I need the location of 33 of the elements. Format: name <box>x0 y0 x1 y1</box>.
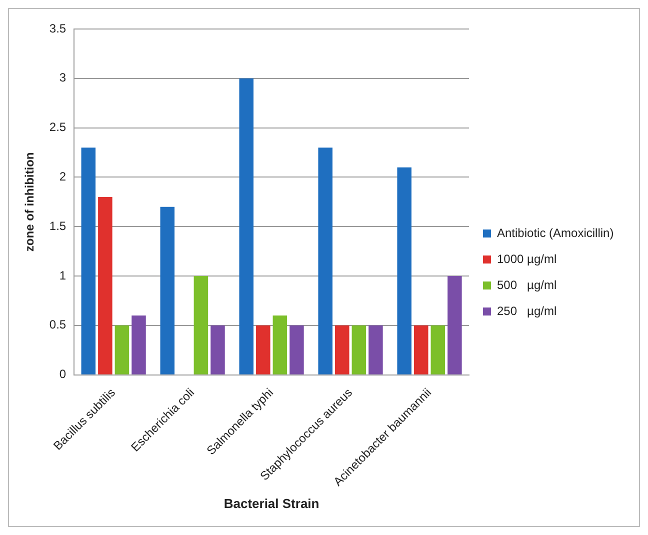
bar <box>335 325 350 374</box>
legend-label: 1000 µg/ml <box>497 252 557 266</box>
y-tick-label: 3 <box>59 70 66 85</box>
x-axis-title: Bacterial Strain <box>224 496 320 511</box>
bar <box>132 316 146 374</box>
y-axis-title: zone of inhibition <box>22 152 37 252</box>
legend-label: Antibiotic (Amoxicillin) <box>497 226 614 240</box>
y-tick-label: 1.5 <box>49 218 66 233</box>
legend-label: 250 µg/ml <box>497 304 557 318</box>
bar <box>430 325 446 374</box>
bar <box>194 276 208 374</box>
y-tick-label: 2 <box>59 170 66 184</box>
y-tick-label: 3.5 <box>49 21 66 36</box>
bar <box>98 196 112 374</box>
y-tick-label: 0 <box>59 367 66 382</box>
bar <box>239 78 254 374</box>
y-tick-label: 1 <box>59 268 66 282</box>
bar <box>397 167 412 374</box>
bar <box>114 325 130 374</box>
legend-label: 500 µg/ml <box>497 278 557 292</box>
y-tick-label: 0.5 <box>49 318 66 332</box>
bar <box>160 206 175 374</box>
bar <box>352 325 366 374</box>
bar <box>210 325 225 374</box>
bar <box>272 316 288 374</box>
bar <box>318 148 332 374</box>
bar <box>414 325 428 374</box>
bar <box>256 325 270 374</box>
bar <box>290 325 304 374</box>
bar <box>81 148 96 374</box>
y-tick-label: 2.5 <box>49 120 66 134</box>
bar <box>448 276 462 374</box>
bar <box>368 325 383 374</box>
